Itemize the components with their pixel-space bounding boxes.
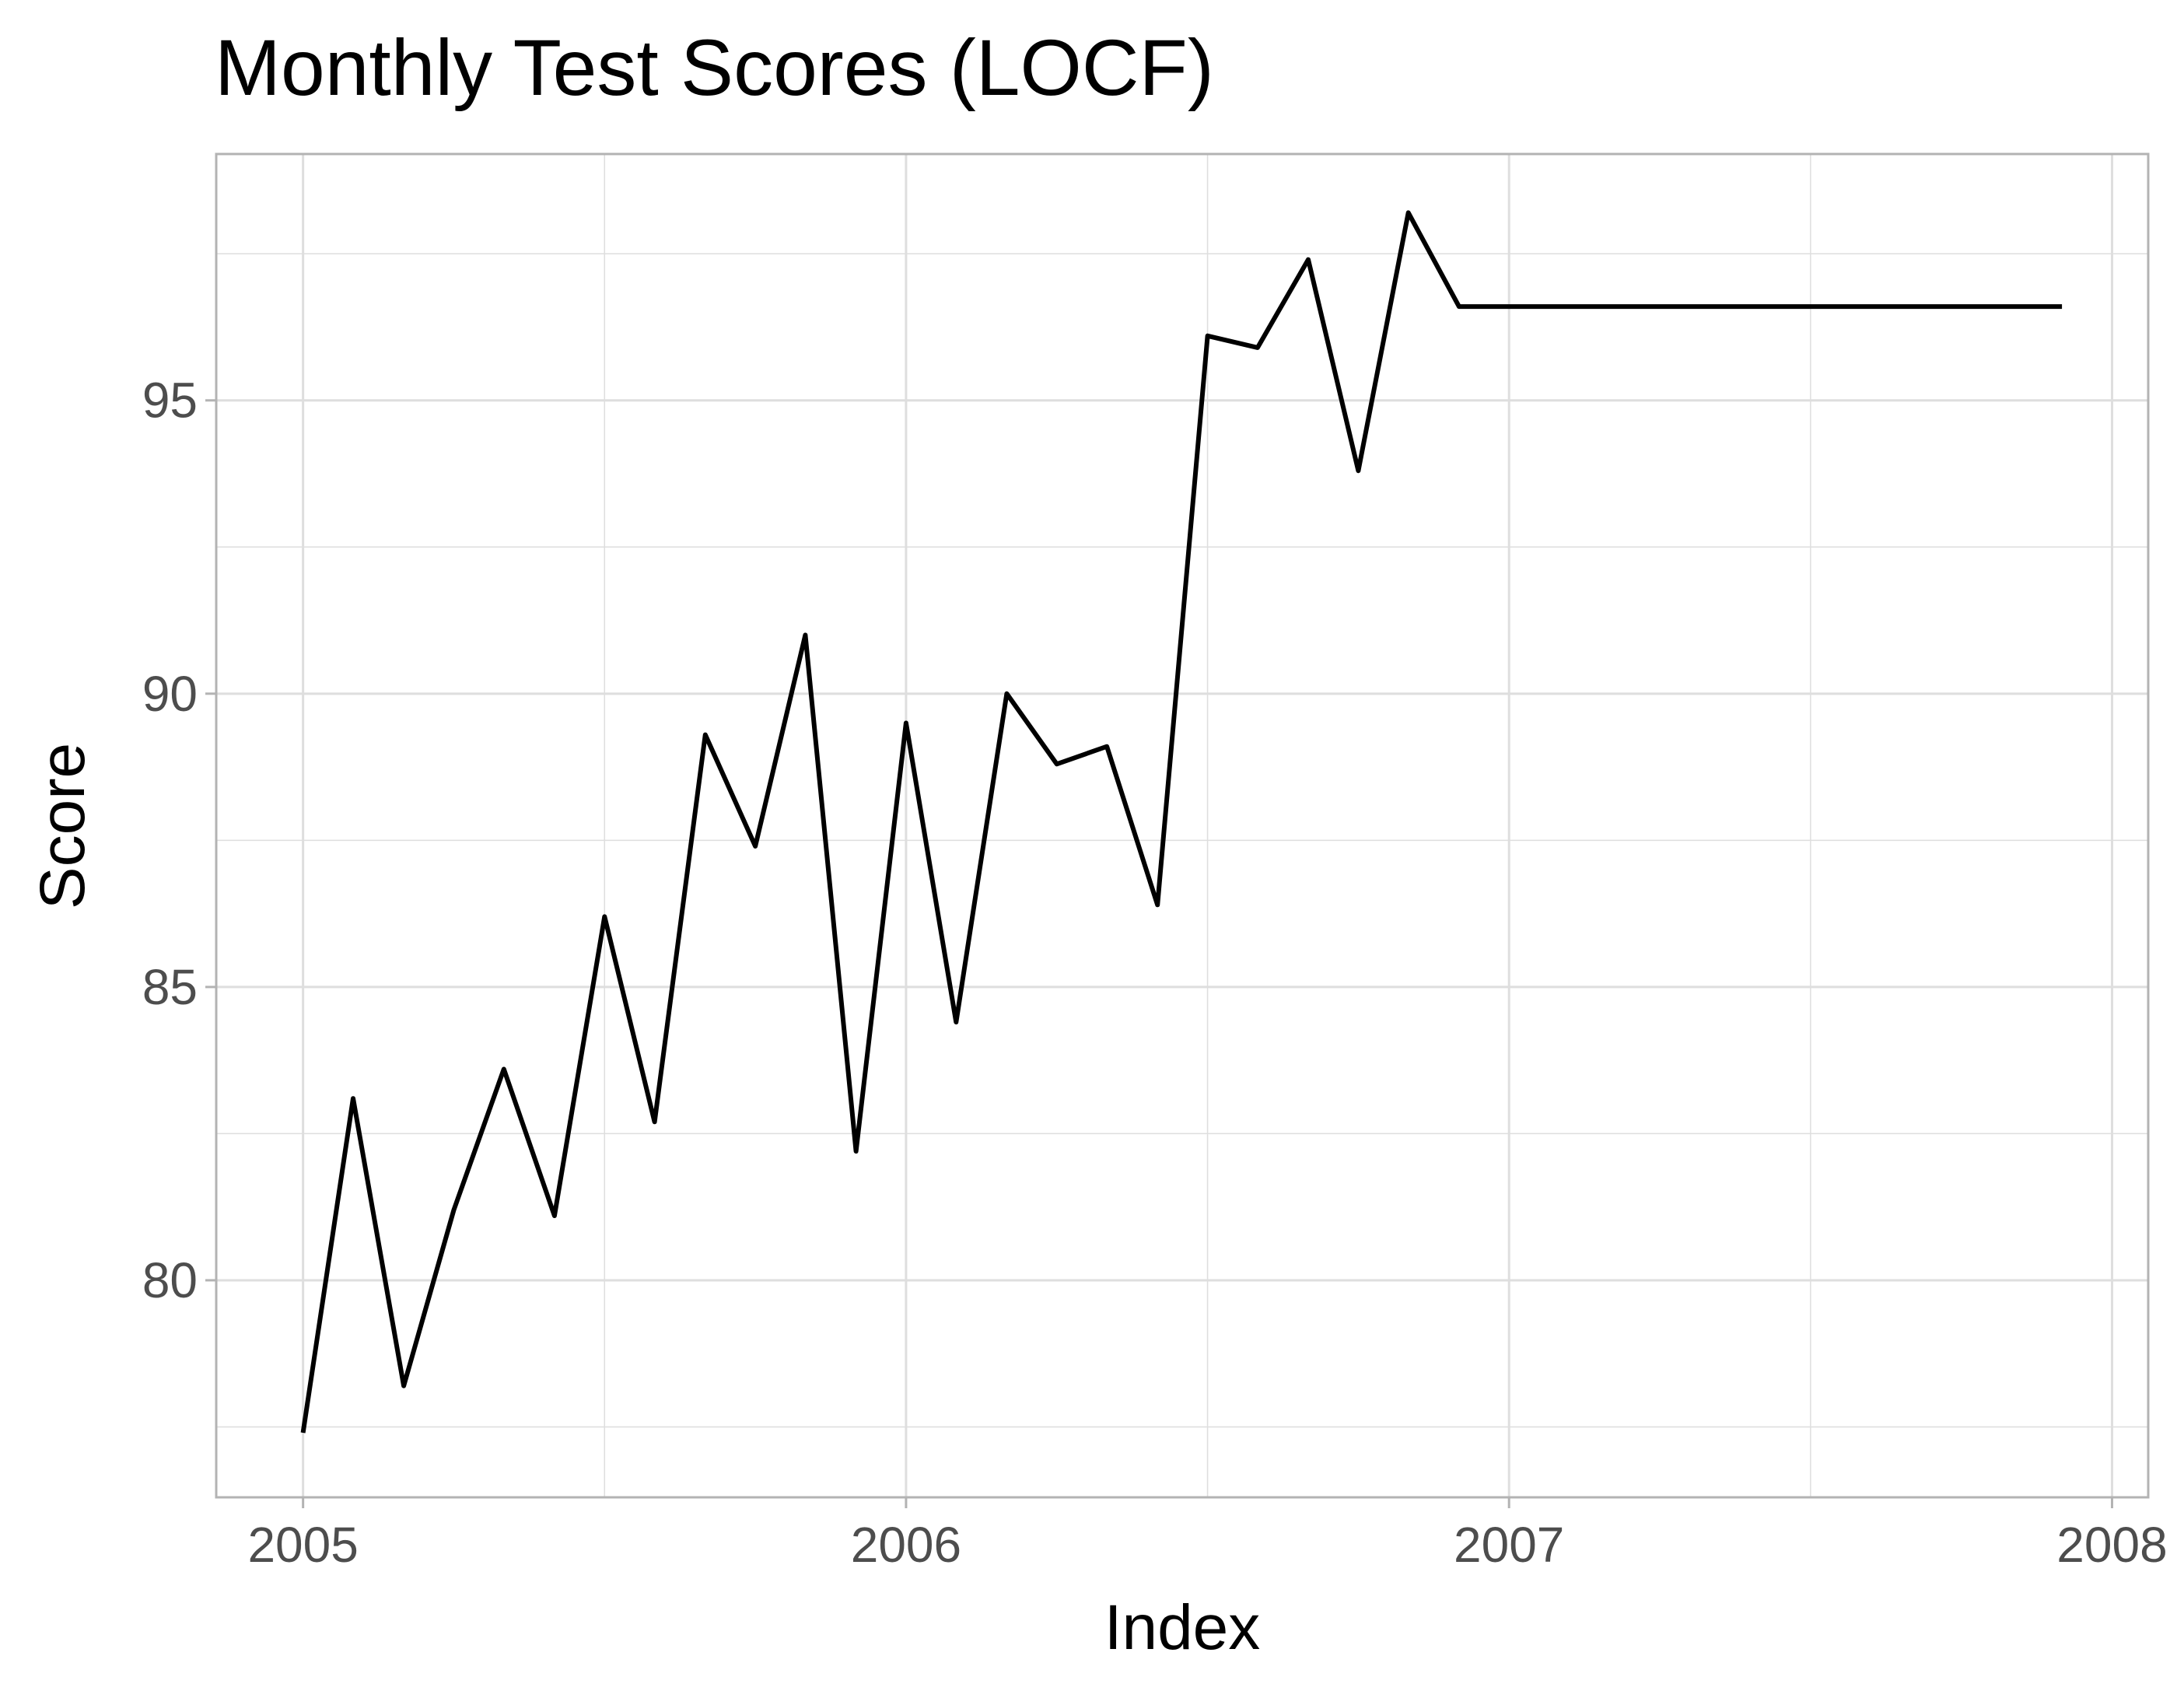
y-tick-label: 85 bbox=[142, 959, 198, 1015]
y-tick-label: 95 bbox=[142, 373, 198, 429]
y-tick-label: 90 bbox=[142, 666, 198, 722]
y-tick-label: 80 bbox=[142, 1252, 198, 1308]
x-tick-label: 2005 bbox=[247, 1517, 358, 1573]
y-axis-title: Score bbox=[27, 743, 98, 909]
x-tick-label: 2008 bbox=[2056, 1517, 2167, 1573]
chart-title: Monthly Test Scores (LOCF) bbox=[215, 23, 1214, 112]
x-tick-label: 2006 bbox=[851, 1517, 961, 1573]
x-tick-label: 2007 bbox=[1454, 1517, 1564, 1573]
x-axis-title: Index bbox=[1104, 1592, 1261, 1663]
